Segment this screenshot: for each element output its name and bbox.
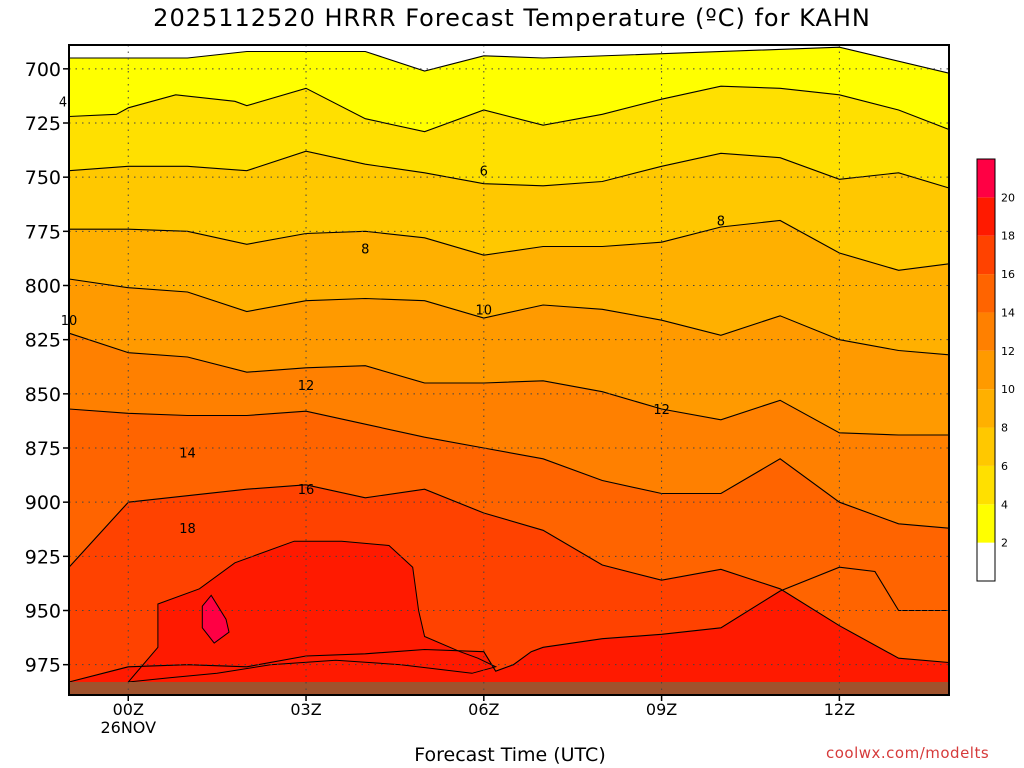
x-tick-label-5-0: 12Z: [824, 700, 855, 719]
contour-line-16: [68, 484, 950, 664]
contour-label-8-2: 8: [361, 243, 369, 258]
x-tick-label-2-0: 03Z: [290, 700, 321, 719]
y-tick-label-700: 700: [25, 59, 61, 81]
colorbar-tick-4: 4: [1001, 498, 1008, 511]
colorbar-band-1: [977, 504, 995, 543]
contour-line-6: [68, 150, 950, 189]
contour-label-4-0: 4: [59, 95, 67, 110]
colorbar-tick-20: 20: [1001, 191, 1015, 204]
colorbar-band-3: [977, 427, 995, 466]
plot-frame: [68, 44, 950, 696]
y-tick-label-950: 950: [25, 601, 61, 623]
y-tick-label-975: 975: [25, 655, 61, 677]
y-tick-label-775: 775: [25, 221, 61, 243]
warm-core-18: [127, 540, 498, 683]
contour-line-14: [68, 408, 950, 529]
colorbar-band-7: [977, 274, 995, 313]
x-tick-label-1-1: 26NOV: [100, 718, 156, 737]
y-tick-label-725: 725: [25, 113, 61, 135]
ground-strip: [69, 682, 949, 695]
contour-line-12: [68, 332, 949, 436]
contour-label-10-5: 10: [476, 303, 493, 318]
contour-label-6-1: 6: [480, 165, 488, 180]
contour-line-4: [68, 85, 950, 133]
y-tick-label-825: 825: [25, 330, 61, 352]
colorbar-band-2: [977, 465, 995, 505]
contour-line-2: [69, 46, 950, 74]
x-tick-label-3-0: 06Z: [468, 700, 499, 719]
contour-label-18-10: 18: [179, 522, 196, 537]
colorbar-tick-8: 8: [1001, 422, 1008, 435]
colorbar-band-5: [977, 350, 995, 390]
y-tick-label-900: 900: [25, 492, 61, 514]
contour-label-12-6: 12: [298, 379, 315, 394]
colorbar-band-4: [977, 389, 995, 428]
y-tick-label-850: 850: [25, 384, 61, 406]
x-tick-label-1-0: 00Z: [113, 700, 144, 719]
y-tick-label-750: 750: [25, 167, 61, 189]
temperature-band-0: [69, 45, 949, 74]
colorbar-band-0: [977, 542, 995, 581]
colorbar-tick-18: 18: [1001, 230, 1015, 243]
colorbar-band-9: [977, 197, 995, 236]
x-tick-label-4-0: 09Z: [646, 700, 677, 719]
contour-label-8-3: 8: [717, 215, 725, 230]
colorbar-band-10: [977, 159, 995, 198]
watermark-link[interactable]: coolwx.com/modelts: [826, 744, 990, 762]
chart-title: 2025112520 HRRR Forecast Temperature (ºC…: [153, 4, 871, 32]
contour-line-8: [69, 219, 950, 271]
contour-line-18: [68, 566, 949, 683]
colorbar-tick-10: 10: [1001, 383, 1015, 396]
temperature-band-2: [69, 45, 949, 132]
hot-spot-20: [201, 594, 230, 644]
colorbar-tick-14: 14: [1001, 306, 1015, 319]
colorbar-tick-2: 2: [1001, 537, 1008, 550]
colorbar-band-8: [977, 235, 995, 275]
y-tick-label-925: 925: [25, 546, 61, 568]
contour-label-10-4: 10: [61, 314, 78, 329]
contour-line-10: [68, 278, 950, 356]
colorbar-tick-6: 6: [1001, 460, 1008, 473]
contour-label-14-8: 14: [179, 446, 196, 461]
y-tick-label-875: 875: [25, 438, 61, 460]
colorbar-frame: [976, 158, 996, 582]
y-tick-label-800: 800: [25, 276, 61, 298]
contour-label-12-7: 12: [653, 403, 670, 418]
colorbar-band-6: [977, 312, 995, 351]
colorbar-tick-12: 12: [1001, 345, 1015, 358]
colorbar-tick-16: 16: [1001, 268, 1015, 281]
x-axis-label: Forecast Time (UTC): [414, 744, 606, 766]
contour-label-16-9: 16: [298, 483, 315, 498]
